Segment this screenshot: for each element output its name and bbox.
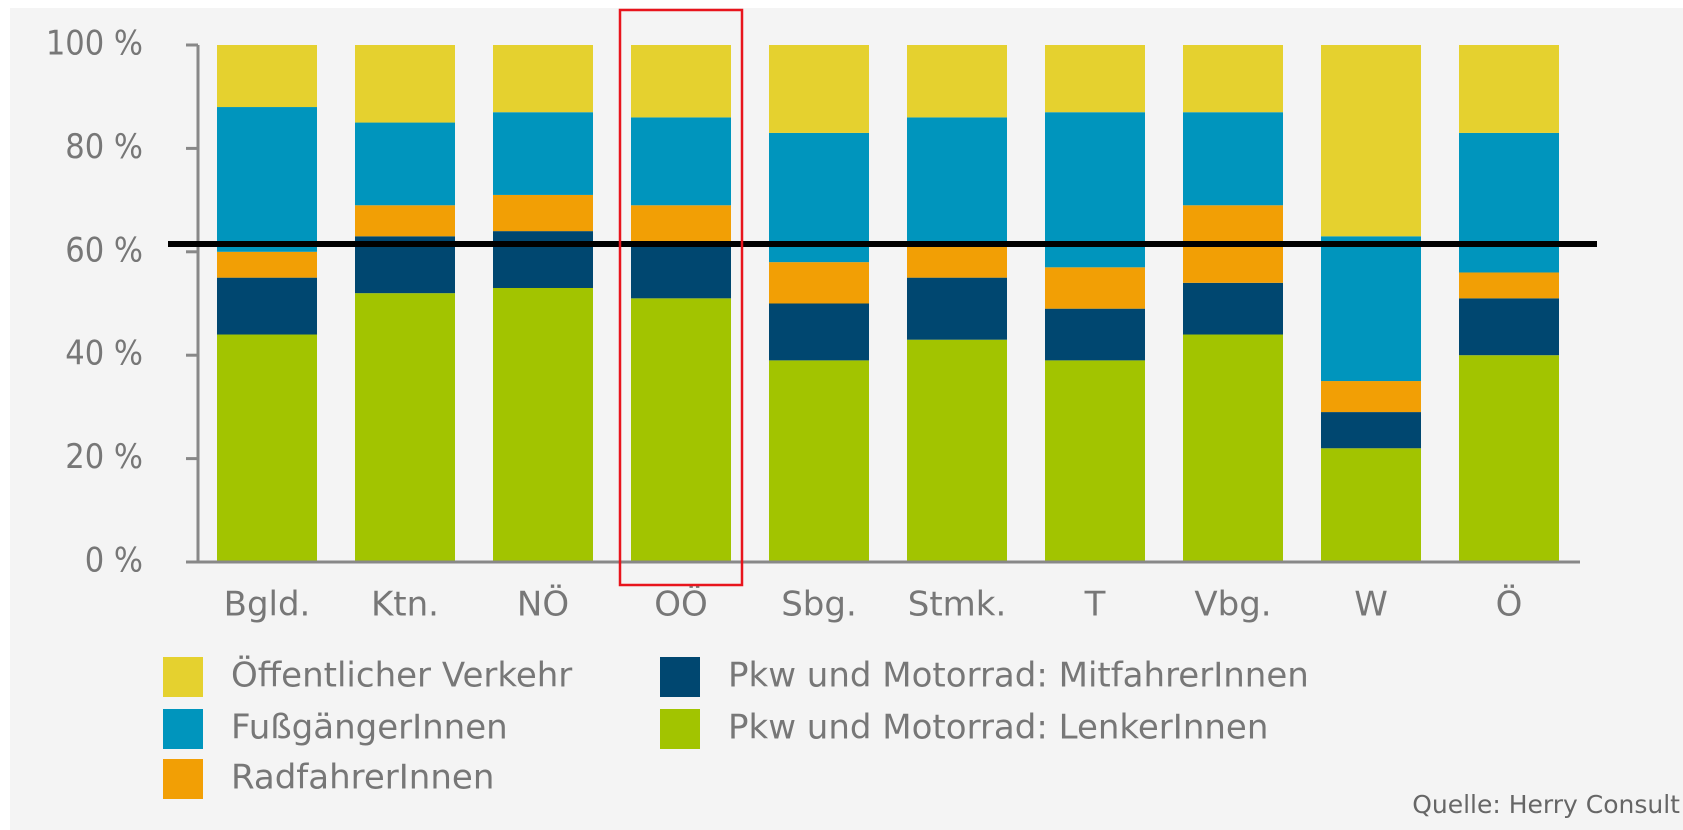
bar-segment <box>631 205 731 242</box>
legend-label: Öffentlicher Verkehr <box>231 655 572 696</box>
bar-segment <box>907 339 1007 562</box>
bar-segment <box>1321 381 1421 413</box>
y-tick-label: 20 % <box>65 437 143 477</box>
source-note: Quelle: Herry Consult <box>1412 790 1680 819</box>
y-tick-label: 80 % <box>65 127 143 167</box>
x-tick-label: Vbg. <box>1194 585 1271 625</box>
legend-label: RadfahrerInnen <box>231 758 494 798</box>
legend-swatch <box>660 657 700 697</box>
legend-swatch <box>163 657 203 697</box>
legend-swatch <box>163 709 203 749</box>
y-tick-label: 60 % <box>65 230 143 270</box>
legend-label: Pkw und Motorrad: LenkerInnen <box>728 708 1268 748</box>
bar-segment <box>1183 334 1283 562</box>
bar-segment <box>631 241 731 299</box>
x-tick-label: W <box>1354 585 1388 625</box>
x-tick-label: Stmk. <box>908 585 1007 625</box>
bar-segment <box>1183 45 1283 113</box>
bar-segment <box>631 45 731 118</box>
bar-segment <box>769 132 869 263</box>
bar-segment <box>355 293 455 562</box>
bar-segment <box>631 298 731 562</box>
bar-segment <box>907 246 1007 278</box>
legend-swatch <box>163 759 203 799</box>
bar-segment <box>907 45 1007 118</box>
bar-segment <box>1459 355 1559 562</box>
bar-segment <box>217 107 317 252</box>
x-tick-label: Bgld. <box>224 585 311 625</box>
bar-segment <box>493 287 593 562</box>
bar-segment <box>1045 308 1145 361</box>
bar-segment <box>217 334 317 562</box>
bar-segment <box>1045 267 1145 309</box>
bar-segment <box>1321 45 1421 237</box>
bar-segment <box>1321 236 1421 382</box>
x-tick-label: OÖ <box>654 584 708 625</box>
bar-segment <box>217 277 317 335</box>
bar-segment <box>1045 360 1145 562</box>
x-tick-label: Ö <box>1496 584 1523 625</box>
bar-segment <box>631 117 731 206</box>
bar-segment <box>1321 412 1421 449</box>
bar-segment <box>493 194 593 232</box>
bar-segment <box>769 45 869 133</box>
legend-label: Pkw und Motorrad: MitfahrerInnen <box>728 656 1309 696</box>
legend-swatch <box>660 709 700 749</box>
bar-segment <box>769 262 869 304</box>
bar-segment <box>1321 448 1421 562</box>
bar-segment <box>1183 112 1283 206</box>
bar-segment <box>355 122 455 206</box>
bar-segment <box>907 277 1007 340</box>
bar-segment <box>493 231 593 288</box>
bar-segment <box>355 205 455 237</box>
y-tick-label: 0 % <box>85 541 143 581</box>
bar-segment <box>1045 45 1145 113</box>
x-tick-label: Ktn. <box>371 585 439 625</box>
x-tick-label: NÖ <box>517 584 569 625</box>
bar-segment <box>907 117 1007 247</box>
x-tick-label: Sbg. <box>781 585 857 625</box>
bar-segment <box>1183 282 1283 335</box>
bar-segment <box>1459 298 1559 356</box>
y-tick-label: 100 % <box>46 24 143 64</box>
legend-label: FußgängerInnen <box>231 708 508 748</box>
bar-segment <box>769 303 869 361</box>
x-tick-label: T <box>1084 585 1106 625</box>
bar-segment <box>1459 272 1559 299</box>
bar-segment <box>493 112 593 195</box>
bar-segment <box>217 251 317 278</box>
bar-segment <box>217 45 317 108</box>
highlight-box <box>618 8 744 587</box>
bar-segment <box>493 45 593 113</box>
bar-segment <box>1459 132 1559 273</box>
bar-segment <box>355 45 455 123</box>
bar-segment <box>769 360 869 562</box>
y-tick-label: 40 % <box>65 334 143 374</box>
bar-segment <box>1459 45 1559 133</box>
